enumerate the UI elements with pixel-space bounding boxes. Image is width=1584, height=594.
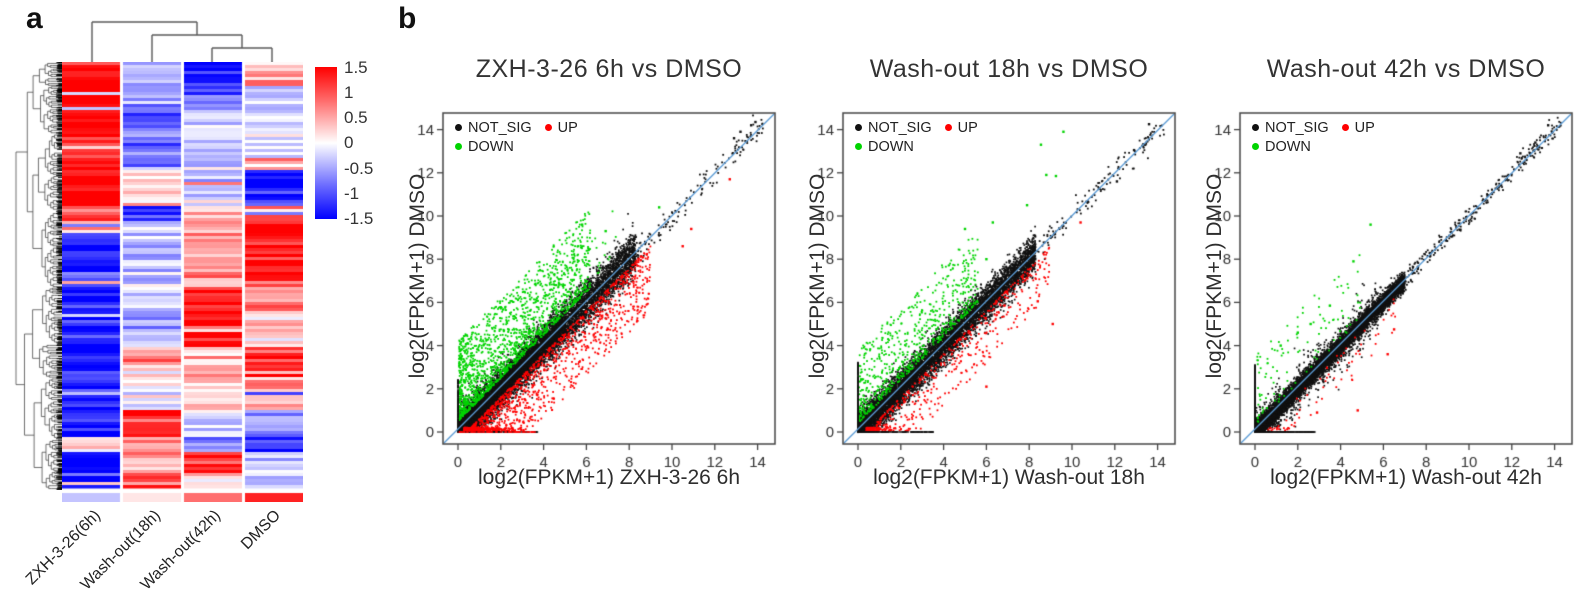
x-axis-label: log2(FPKM+1) ZXH-3-26 6h [477, 466, 741, 489]
not-sig-dot-icon [1252, 124, 1259, 131]
scatter-plot-1: ZXH-3-26 6h vs DMSO log2(FPKM+1) DMSO lo… [398, 0, 787, 520]
scatter-plot-3: Wash-out 42h vs DMSO log2(FPKM+1) DMSO l… [1195, 0, 1584, 520]
legend-label-not-sig: NOT_SIG [1265, 119, 1329, 136]
not-sig-dot-icon [855, 124, 862, 131]
up-dot-icon [1341, 124, 1349, 131]
heatmap-column-label: DMSO [238, 507, 285, 553]
y-axis-label: log2(FPKM+1) DMSO [806, 173, 829, 379]
legend-label-not-sig: NOT_SIG [868, 119, 932, 136]
scatter-title: Wash-out 18h vs DMSO [869, 55, 1149, 83]
scatter-legend: NOT_SIG UP DOWN [1252, 118, 1388, 156]
scatter-title: ZXH-3-26 6h vs DMSO [475, 55, 743, 83]
colorbar-tick-label: -0.5 [344, 158, 374, 178]
heatmap-column-dendrogram [62, 16, 302, 62]
scatter-canvas-1 [398, 0, 787, 520]
not-sig-dot-icon [455, 124, 462, 131]
colorbar-tick-label: 1.5 [344, 58, 368, 77]
heatmap-canvas [62, 62, 303, 502]
x-axis-label: log2(FPKM+1) Wash-out 42h [1270, 466, 1542, 489]
legend-label-up: UP [557, 119, 578, 136]
scatter-plot-2: Wash-out 18h vs DMSO log2(FPKM+1) DMSO l… [798, 0, 1187, 520]
colorbar-tick-label: -1.5 [344, 208, 374, 228]
up-dot-icon [944, 124, 952, 131]
panel-a-label: a [26, 2, 43, 35]
colorbar-labels: 1.5 1 0.5 0 -0.5 -1 -1.5 [344, 59, 373, 227]
legend-label-not-sig: NOT_SIG [468, 119, 532, 136]
up-dot-icon [544, 124, 552, 131]
heatmap-row-dendrogram [14, 62, 62, 490]
colorbar-tick-label: 0 [344, 133, 354, 153]
down-dot-icon [855, 143, 862, 150]
x-axis-label: log2(FPKM+1) Wash-out 18h [873, 466, 1145, 489]
y-axis-label: log2(FPKM+1) DMSO [1203, 173, 1226, 379]
scatter-legend: NOT_SIG UP DOWN [855, 118, 991, 156]
colorbar-tick-label: 1 [344, 83, 354, 103]
legend-label-down: DOWN [1265, 138, 1311, 155]
scatter-title: Wash-out 42h vs DMSO [1266, 55, 1546, 83]
colorbar-tick-label: -1 [344, 183, 360, 203]
legend-label-down: DOWN [468, 138, 514, 155]
down-dot-icon [455, 143, 462, 150]
legend-label-down: DOWN [868, 138, 914, 155]
scatter-canvas-3 [1195, 0, 1584, 520]
legend-label-up: UP [957, 119, 978, 136]
heatmap-colorbar [315, 67, 337, 219]
scatter-legend: NOT_SIG UP DOWN [455, 118, 591, 156]
down-dot-icon [1252, 143, 1259, 150]
y-axis-label: log2(FPKM+1) DMSO [406, 173, 429, 379]
colorbar-tick-label: 0.5 [344, 108, 368, 128]
legend-label-up: UP [1354, 119, 1375, 136]
scatter-canvas-2 [798, 0, 1187, 520]
